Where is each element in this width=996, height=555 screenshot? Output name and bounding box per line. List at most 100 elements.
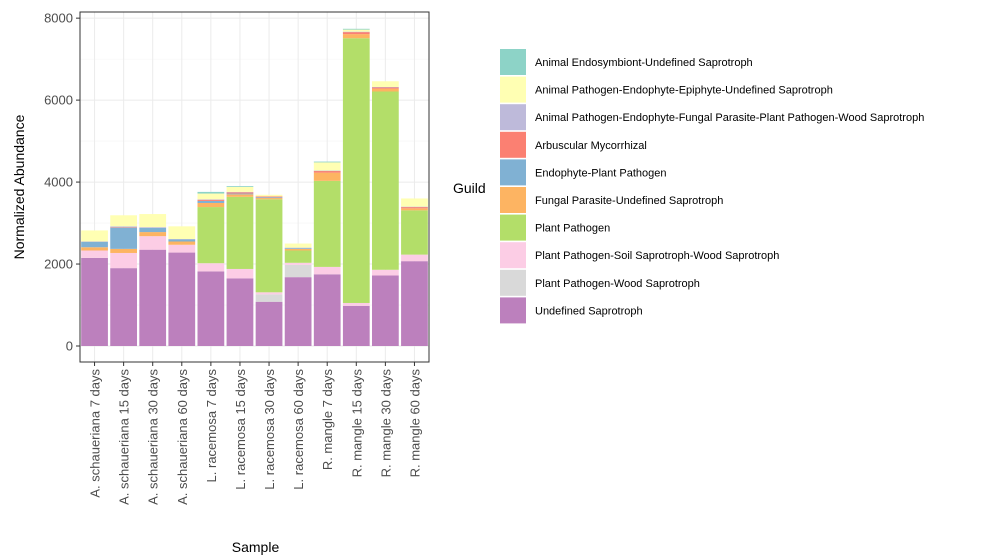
bar-segment	[197, 200, 225, 203]
bar-segment	[197, 191, 225, 194]
bar-segment	[255, 294, 283, 302]
bar-segment	[284, 277, 312, 346]
plot-frame	[79, 11, 430, 363]
bar-segment	[139, 249, 167, 346]
bar-segment	[139, 232, 167, 237]
legend: Animal Endosymbiont-Undefined Saprotroph…	[500, 49, 924, 324]
bar-segment	[168, 226, 196, 240]
bar-segment	[284, 247, 312, 249]
bar-segment	[342, 31, 370, 33]
bar-segment	[401, 254, 428, 262]
bar-segment	[110, 227, 138, 228]
bar-segment	[226, 186, 254, 192]
bar-segment	[168, 239, 196, 242]
x-tick-label: L. racemosa 60 days	[291, 369, 306, 490]
plot-background	[80, 12, 429, 362]
bar-segment	[226, 186, 254, 187]
legend-swatch	[500, 297, 526, 324]
bar-segment	[401, 210, 428, 255]
bar-segment	[401, 208, 428, 211]
bar-stack	[284, 243, 312, 346]
x-axis: A. schaueriana 7 days A. schaueriana 15 d…	[88, 362, 422, 505]
bar-segment	[168, 252, 196, 346]
y-tick-label: 4000	[44, 175, 73, 190]
bar-segment	[342, 28, 370, 30]
bar-segment	[139, 236, 167, 250]
x-tick-label: A. schaueriana 15 days	[117, 369, 132, 505]
bar-segment	[342, 29, 370, 32]
bar-segment	[197, 199, 225, 201]
bar-segment	[81, 241, 108, 248]
legend-label: Plant Pathogen-Wood Saprotroph	[535, 278, 700, 290]
x-axis-title: Sample	[232, 539, 280, 555]
bar-segment	[401, 207, 428, 209]
bar-segment	[110, 215, 138, 227]
bar-segment	[81, 241, 108, 242]
x-tick-label: R. mangle 30 days	[378, 369, 393, 478]
bar-stack	[81, 230, 108, 346]
bar-segment	[313, 172, 341, 181]
bar-segment	[197, 199, 225, 200]
bar-segment	[284, 243, 312, 248]
bar-segment	[139, 227, 167, 228]
bar-segment	[168, 244, 196, 253]
bar-segment	[197, 271, 225, 346]
bar-segment	[313, 162, 341, 171]
legend-swatch	[500, 214, 526, 241]
bar-stack	[139, 214, 167, 346]
x-tick-label: A. schaueriana 60 days	[175, 369, 190, 505]
bar-segment	[313, 274, 341, 346]
bar-segment	[226, 268, 254, 279]
bar-segment	[255, 194, 283, 197]
legend-swatch	[500, 159, 526, 186]
bar-segment	[284, 248, 312, 249]
bar-segment	[401, 206, 428, 208]
bar-segment	[284, 248, 312, 251]
bar-segment	[313, 171, 341, 173]
y-tick-label: 0	[66, 339, 73, 354]
bar-stacks	[81, 28, 428, 346]
legend-swatch	[500, 242, 526, 269]
legend-item: Plant Pathogen	[500, 214, 610, 241]
legend-label: Plant Pathogen-Soil Saprotroph-Wood Sapr…	[535, 250, 779, 262]
legend-label: Animal Endosymbiont-Undefined Saprotroph	[535, 57, 753, 69]
bar-segment	[342, 305, 370, 346]
bar-segment	[371, 91, 399, 270]
bar-segment	[284, 264, 312, 278]
bar-segment	[313, 180, 341, 267]
bar-segment	[371, 88, 399, 92]
bar-segment	[255, 196, 283, 198]
y-axis-title: Normalized Abundance	[11, 114, 27, 259]
bar-stack	[255, 194, 283, 346]
legend-item: Animal Pathogen-Endophyte-Epiphyte-Undef…	[500, 76, 833, 103]
bar-segment	[255, 198, 283, 200]
bar-segment	[110, 248, 138, 253]
bar-segment	[197, 193, 225, 200]
bar-segment	[255, 292, 283, 295]
bar-segment	[197, 207, 225, 264]
bar-segment	[255, 301, 283, 346]
bar-segment	[226, 193, 254, 195]
bar-stack	[342, 28, 370, 346]
x-tick-label: A. schaueriana 7 days	[88, 369, 103, 498]
bar-stack	[371, 81, 399, 346]
bar-stack	[226, 186, 254, 346]
bar-segment	[139, 214, 167, 228]
bar-segment	[342, 32, 370, 35]
bar-segment	[81, 250, 108, 258]
bar-segment	[197, 202, 225, 208]
bar-segment	[110, 252, 138, 269]
bar-segment	[371, 86, 399, 88]
x-tick-label: L. racemosa 30 days	[262, 369, 277, 490]
y-tick-label: 8000	[44, 11, 73, 26]
bar-segment	[313, 170, 341, 172]
legend-label: Fungal Parasite-Undefined Saprotroph	[535, 195, 723, 207]
bar-segment	[371, 87, 399, 89]
bar-segment	[168, 239, 196, 240]
bar-segment	[284, 262, 312, 265]
x-tick-label: L. racemosa 15 days	[233, 369, 248, 490]
bar-segment	[168, 241, 196, 245]
legend-label: Undefined Saprotroph	[535, 305, 643, 317]
y-tick-label: 2000	[44, 257, 73, 272]
